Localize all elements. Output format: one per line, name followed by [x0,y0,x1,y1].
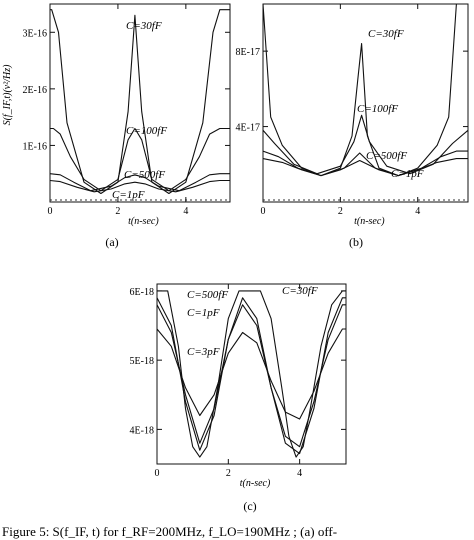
y-tick-label: 5E-18 [130,356,154,367]
panel-a-chart: 1E-16 2E-16 3E-16 0 2 4 t(n-sec) S(f_IF,t)(v²/H… [2,3,231,249]
series-line-c-3pf [156,328,346,420]
x-tick-label: 4 [183,206,188,217]
series-line-c-30ff [50,9,230,195]
y-tick-label: 1E-16 [23,141,47,152]
series-line-c-1pf [156,304,346,448]
series-label: C=100fF [357,103,398,115]
figure-caption: Figure 5: S(f_IF, t) for f_RF=200MHz, f_… [2,524,337,539]
panel-label: (b) [349,235,363,249]
x-tick-label: 0 [48,206,53,217]
series-label: C=1pF [391,168,424,180]
y-tick-label: 2E-16 [23,85,47,96]
series-line-c-30ff [157,290,346,458]
series-label: C=3pF [187,346,220,358]
x-axis-label: t(n-sec) [128,216,159,227]
y-tick-label: 4E-17 [236,123,260,134]
x-tick-label: 2 [226,468,231,479]
x-tick-label: 4 [415,206,420,217]
panel-label: (c) [243,499,256,513]
series-line-c-1pf [49,179,230,193]
series-label: C=500fF [187,289,228,301]
series-label: C=100fF [126,125,167,137]
series-label: C=30fF [126,20,162,32]
y-axis-label: S(f_IF,t)(v²/Hz) [2,64,13,126]
series-label: C=1pF [112,189,145,201]
series-line-c-500ff [262,150,468,177]
series-line-c-500ff [156,297,346,455]
panel-b-chart: 4E-17 8E-17 0 2 4 t(n-sec) C=30fF C=100fF C=500f… [236,3,469,249]
x-tick-label: 0 [155,468,160,479]
x-tick-label: 0 [261,206,266,217]
panel-label: (a) [105,235,118,249]
series-label: C=30fF [282,285,318,297]
x-axis-label: t(n-sec) [354,216,385,227]
plot-frame-a [49,3,231,203]
series-line-c-100ff [50,127,230,192]
x-tick-label: 4 [297,468,302,479]
x-axis-label: t(n-sec) [240,478,271,489]
series-line-c-500ff [49,173,230,192]
plot-frame-b [262,3,469,203]
series-line-c-1pf [262,158,468,177]
x-tick-label: 2 [115,206,120,217]
series-label: C=500fF [366,150,407,162]
series-label: C=1pF [187,307,220,319]
series-line-c-30ff [262,3,468,177]
series-label: C=30fF [368,28,404,40]
plot-frame-c [156,283,347,465]
x-tick-label: 2 [338,206,343,217]
series-label: C=500fF [124,169,165,181]
y-tick-label: 3E-16 [23,28,47,39]
y-tick-label: 8E-17 [236,47,260,58]
panel-c-chart: 4E-18 5E-18 6E-18 0 2 4 t(n-sec) C=30fF C=500fF C… [130,283,347,513]
y-tick-label: 4E-18 [130,425,154,436]
y-tick-label: 6E-18 [130,287,154,298]
